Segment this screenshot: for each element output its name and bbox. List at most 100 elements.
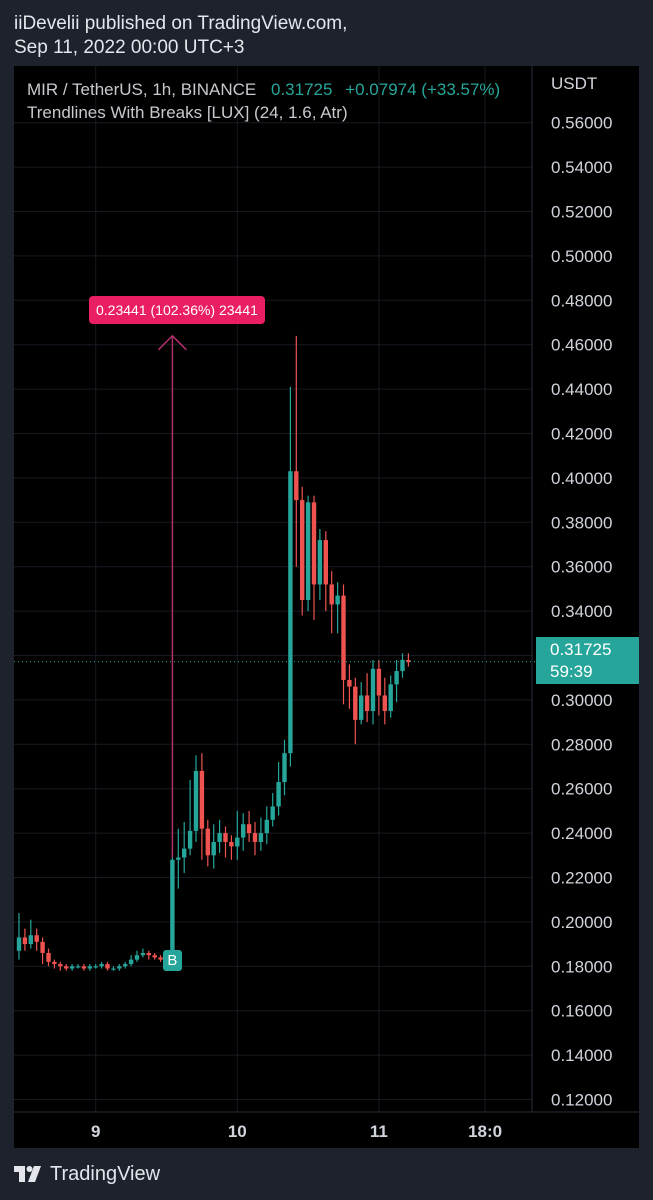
candle-body [223, 833, 228, 842]
candle-body [134, 955, 140, 960]
candle-body [170, 859, 175, 958]
y-tick-label: 0.34000 [551, 602, 612, 621]
indicator-label: Trendlines With Breaks [LUX] (24, 1.6, A… [27, 103, 348, 122]
candle-body [305, 502, 311, 600]
candle-body [105, 964, 110, 969]
candle-body [182, 848, 187, 858]
candle-body [81, 966, 87, 969]
candle-body [46, 952, 51, 962]
bar-countdown: 59:39 [550, 662, 593, 681]
candle-body [270, 806, 275, 820]
candle-body [370, 668, 376, 711]
candle-body [99, 964, 104, 967]
candle-body [217, 833, 222, 842]
last-price-tag: 0.31725 59:39 [536, 637, 639, 684]
candle-body [246, 824, 252, 834]
candle-body [353, 686, 358, 720]
candle-body [323, 540, 328, 585]
candle-body [87, 966, 92, 969]
candle-body [58, 964, 63, 967]
candle-body [211, 841, 216, 856]
candle-body [176, 857, 181, 860]
candle-body [69, 966, 75, 969]
candle-body [193, 770, 199, 831]
last-price-legend: 0.31725 [271, 80, 333, 99]
candle-body [140, 952, 146, 956]
candle-body [205, 828, 210, 856]
candle-body [229, 841, 234, 847]
candle-body [16, 937, 22, 951]
candle-body [364, 695, 370, 711]
candle-body [400, 659, 405, 672]
y-tick-label: 0.16000 [551, 1002, 612, 1021]
y-tick-label: 0.40000 [551, 469, 612, 488]
candle-body [28, 935, 33, 945]
y-tick-label: 0.46000 [551, 336, 612, 355]
candle-body [282, 753, 287, 783]
candle-body [34, 935, 39, 942]
candle-body [64, 966, 69, 969]
candle-body [93, 966, 98, 968]
y-tick-label: 0.44000 [551, 380, 612, 399]
y-tick-label: 0.42000 [551, 425, 612, 444]
candle-body [406, 659, 411, 663]
measure-arrowhead [157, 334, 187, 351]
candle-body [317, 540, 323, 585]
x-tick-label: 18:0 [468, 1122, 502, 1141]
candle-body [241, 824, 246, 838]
candle-body [252, 833, 258, 842]
candle-body [288, 471, 293, 754]
candle-body [394, 671, 399, 685]
publish-date: Sep 11, 2022 00:00 UTC+3 [14, 37, 245, 58]
candle-body [264, 819, 269, 834]
candle-body [128, 959, 134, 965]
x-tick-label: 9 [91, 1122, 100, 1141]
candle-body [382, 695, 387, 711]
x-tick-label: 11 [370, 1122, 388, 1141]
candle-body [388, 684, 393, 711]
candlestick-chart[interactable]: 0.56000 0.54000 0.52000 0.50000 0.48000 0.460… [14, 66, 639, 1148]
candle-body [359, 695, 364, 720]
candle-body [347, 679, 352, 687]
last-price-value: 0.31725 [550, 640, 612, 659]
y-tick-label: 0.56000 [551, 114, 612, 133]
symbol-label: MIR / TetherUS, 1h, BINANCE [27, 80, 257, 99]
y-tick-label: 0.14000 [551, 1046, 612, 1065]
candle-body [341, 595, 346, 680]
candle-body [52, 961, 57, 965]
candle-body [199, 770, 205, 829]
candle-body [294, 471, 299, 501]
price-change: +0.07974 (+33.57%) [345, 80, 501, 99]
y-tick-label: 0.18000 [551, 957, 612, 976]
brand-name: TradingView [50, 1162, 161, 1185]
buy-signal-marker: B [162, 950, 182, 971]
y-tick-label: 0.38000 [551, 513, 612, 532]
candle-body [335, 595, 340, 605]
chart-legend: MIR / TetherUS, 1h, BINANCE 0.31725 +0.0… [27, 78, 500, 124]
publisher-line: iiDevelii published on TradingView.com, [14, 13, 348, 34]
chart-area[interactable]: 0.56000 0.54000 0.52000 0.50000 0.48000 0.460… [14, 66, 639, 1148]
x-tick-label: 10 [228, 1122, 247, 1141]
candle-body [111, 968, 116, 970]
y-tick-label: 0.24000 [551, 824, 612, 843]
candle-body [22, 937, 28, 945]
y-tick-label: 0.48000 [551, 291, 612, 310]
candle-body [40, 941, 45, 953]
publication-header: iiDevelii published on TradingView.com, … [14, 12, 347, 60]
candle-body [300, 500, 305, 600]
candle-body [152, 955, 157, 958]
y-tick-label: 0.26000 [551, 780, 612, 799]
candle-body [311, 502, 317, 585]
candle-body [146, 952, 151, 956]
candle-body [258, 833, 264, 842]
currency-label: USDT [551, 74, 598, 93]
candle-body [123, 964, 128, 967]
y-tick-label: 0.28000 [551, 735, 612, 754]
y-tick-label: 0.12000 [551, 1091, 612, 1110]
candle-body [235, 837, 240, 847]
y-tick-label: 0.50000 [551, 247, 612, 266]
candle-body [376, 668, 382, 696]
y-tick-label: 0.20000 [551, 913, 612, 932]
tradingview-logo-icon [14, 1166, 41, 1182]
candle-body [276, 782, 281, 807]
